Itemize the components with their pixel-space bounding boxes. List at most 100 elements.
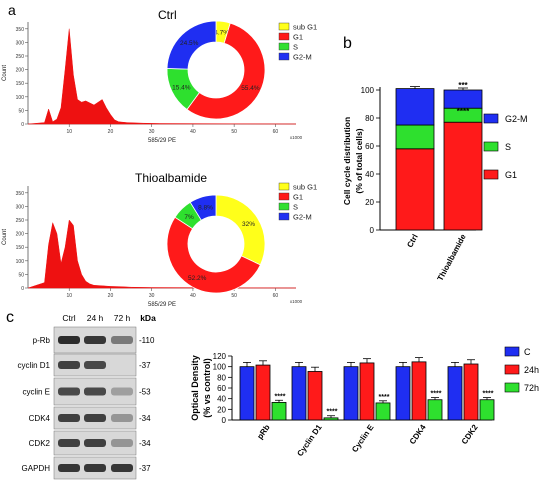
c-bar [239,366,255,421]
legend-label: sub G1 [293,183,317,192]
c-annotation: **** [275,393,286,400]
c-bar [375,402,391,421]
b-annotation: *** [458,81,468,90]
c-x-tick-label: pRb [255,423,271,441]
hist-y-tick-label: 250 [16,54,25,60]
hist-y-tick-label: 200 [16,232,25,238]
blot-header: kDa [140,313,156,323]
b-legend-label: G1 [505,170,517,180]
legend-swatch [278,32,290,41]
hist-thio-area [27,219,297,289]
blot-header: Ctrl [62,313,75,323]
c-bar [463,363,479,421]
donut-slice-label: 55.4% [241,85,260,92]
blot-band [84,336,106,344]
c-bar [359,362,375,421]
hist-y-tick-label: 100 [16,95,25,101]
hist-y-tick-label: 300 [16,40,25,46]
c-annotation: **** [327,409,338,416]
c-annotation: **** [379,394,390,401]
blot-band [111,464,133,472]
hist-y-tick-label: 300 [16,204,25,210]
hist-x-tick-label: 50 [231,293,237,299]
blot-band [111,336,133,344]
c-legend-label: 24h [524,365,539,375]
legend-label: sub G1 [293,23,317,32]
c-y-tick-label: 60 [217,384,226,393]
legend-label: G2-M [293,213,312,222]
donut-slice [166,216,261,294]
b-legend-swatch [483,169,499,180]
c-y-tick-label: 0 [222,416,227,425]
b-y-tick-label: 20 [365,198,374,207]
donut-slice-label: 32% [242,221,255,228]
b-legend-swatch [483,113,499,124]
blot-band [58,336,80,344]
blot-band [58,464,80,472]
hist-y-tick-label: 250 [16,218,25,224]
blot-header: 24 h [87,313,104,323]
c-x-tick-label: Cyclin D1 [295,423,324,458]
b-bar-segment [395,148,435,231]
blot-band [84,361,106,369]
hist-thio-panel: 0 50 100 150 200 250 300 350 10 20 30 40 50 60 x1000 58… [2,171,303,308]
hist-y-tick-label: 0 [21,286,24,292]
hist-y-tick-label: 150 [16,81,25,87]
hist-x-unit: x1000 [290,299,303,304]
c-bar [411,361,427,421]
c-x-tick-label: CDK4 [408,423,428,446]
donut-slice-label: 4.7% [214,29,229,36]
blot-row-label: GAPDH [22,464,51,473]
c-y-label-line2: (% vs control) [202,358,212,418]
hist-thio-title: Thioalbamide [135,171,207,185]
c-legend-label: 72h [524,383,539,393]
blot-header: 72 h [114,313,131,323]
hist-x-tick-label: 10 [66,129,72,135]
b-bar-segment [443,89,483,109]
donut-slice-label: 15.4% [172,84,191,91]
hist-x-label: 585/29 PE [148,302,176,308]
hist-y-label: Count [2,65,8,81]
hist-y-tick-label: 100 [16,259,25,265]
c-bar [307,371,323,421]
hist-ctrl-panel: 0 50 100 150 200 250 300 350 10 20 30 40 50 60 x1000 58… [2,8,303,144]
c-legend-label: C [524,347,531,357]
blot-kda: -53 [139,388,151,397]
hist-x-tick-label: 30 [149,129,155,135]
legend-swatch [278,192,290,201]
b-legend-label: S [505,142,511,152]
b-bar-segment [395,124,435,150]
donut-thio: 32% 52.2% 7% 8.8% [166,194,266,294]
c-legend-swatch [504,346,520,357]
hist-x-tick-label: 60 [273,293,279,299]
blot-row-label: cyclin E [22,388,50,397]
donut-slice-label: 52.2% [188,275,207,282]
blot-band [111,387,133,396]
blot-band [58,414,80,422]
b-legend-swatch [483,141,499,152]
donut-slice [186,22,266,120]
blot-band [111,439,133,447]
hist-x-tick-label: 60 [273,129,279,135]
b-y-tick-label: 60 [365,142,374,151]
hist-thio-axes: 0 50 100 150 200 250 300 350 10 20 30 40 50 60 x1000 58… [2,186,303,308]
blot-kda: -37 [139,464,151,473]
hist-x-tick-label: 40 [190,129,196,135]
blot-kda: -34 [139,414,151,423]
legend-label: G1 [293,33,303,42]
c-bar [343,366,359,421]
hist-y-tick-label: 350 [16,191,25,197]
c-y-tick-label: 120 [213,352,227,361]
blot-row-label: CDK4 [29,414,51,423]
c-annotation: **** [483,391,494,398]
donut-ctrl: 4.7% 55.4% 15.4% 24.5% [166,20,266,120]
c-x-tick-label: Cyclin E [350,422,376,454]
b-y-label-line2: (% of total cells) [354,128,364,193]
legend-swatch [278,42,290,51]
hist-area-path [27,28,297,125]
hist-y-tick-label: 350 [16,27,25,33]
